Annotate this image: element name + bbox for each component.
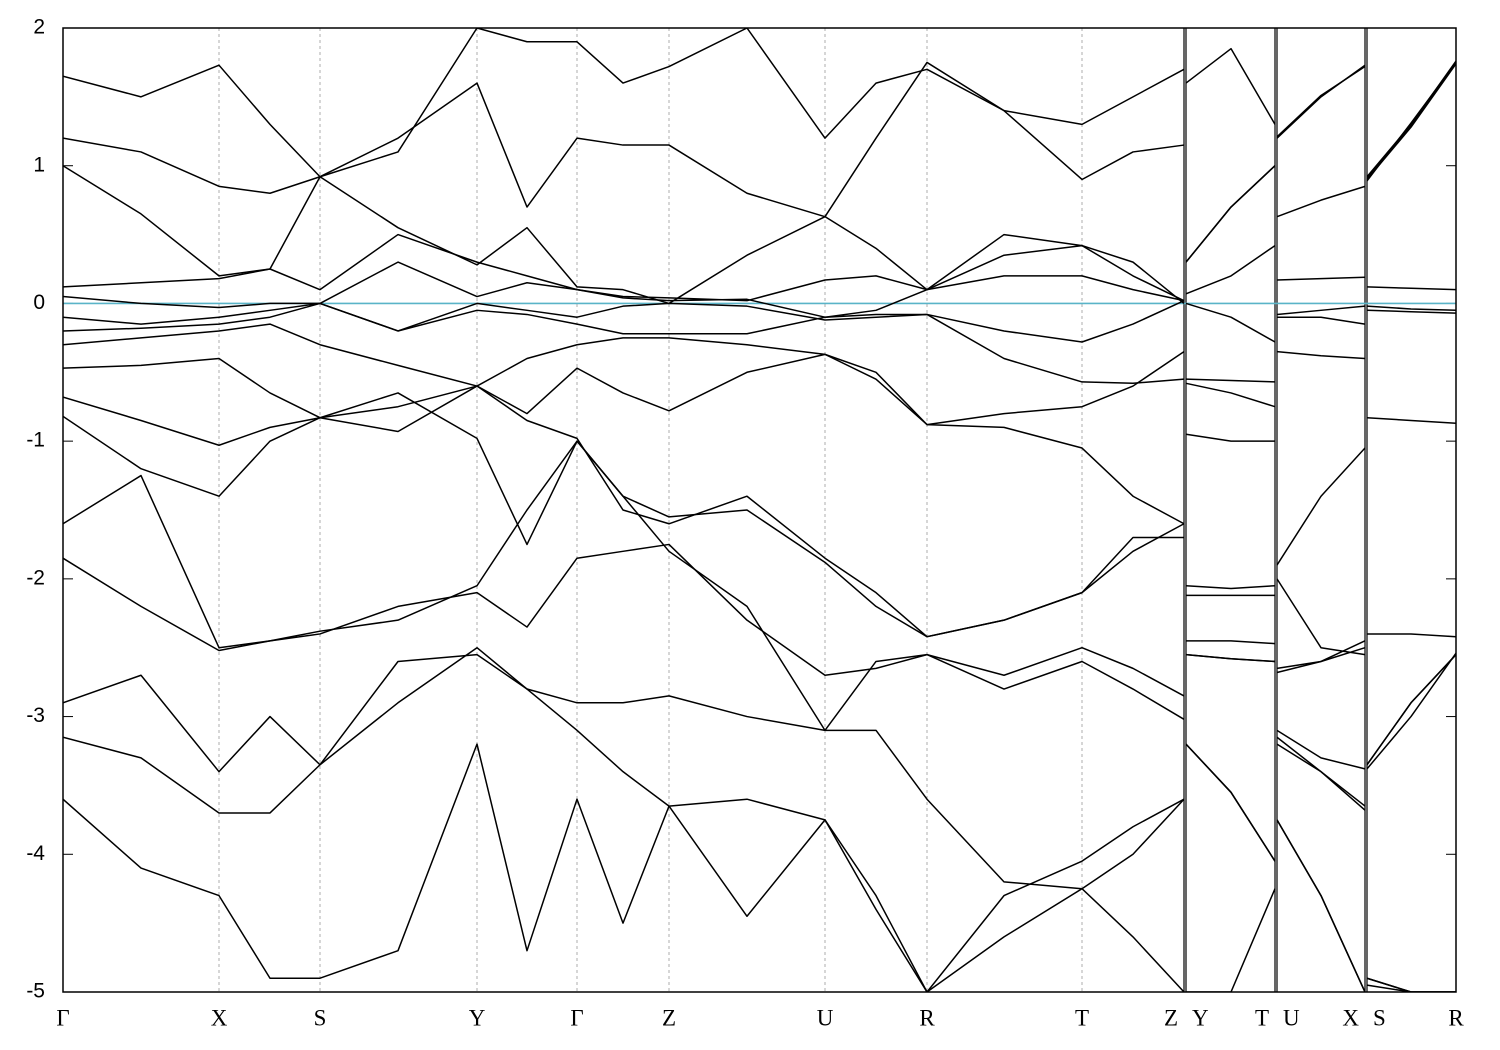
x-tick-label: R [1448, 1005, 1464, 1030]
y-tick-label: -1 [26, 429, 45, 452]
bands [63, 28, 1456, 992]
grid [63, 27, 1456, 993]
x-tick-label: U [1283, 1005, 1300, 1030]
x-tick-label: Γ [56, 1005, 69, 1030]
plot-frame [62, 27, 1457, 993]
x-tick-label: Y [469, 1005, 486, 1030]
band-line [63, 299, 1456, 383]
x-tick-label: R [919, 1005, 935, 1030]
x-tick-label: S [1373, 1005, 1386, 1030]
x-tick-label: X [211, 1005, 228, 1030]
y-tick-label: -5 [26, 980, 45, 1003]
y-tick-label: -2 [26, 566, 45, 589]
band-line [63, 61, 1456, 770]
y-tick-label: 1 [33, 153, 45, 176]
band-line [63, 323, 1456, 638]
x-tick-label: T [1075, 1005, 1089, 1030]
x-tick-label: Z [662, 1005, 676, 1030]
x-tick-label: X [1342, 1005, 1359, 1030]
band-line [63, 392, 1456, 992]
x-tick-label: S [314, 1005, 327, 1030]
band-line [63, 233, 1456, 343]
band-line [63, 385, 1456, 770]
band-line [63, 653, 1456, 992]
band-line [63, 60, 1456, 263]
y-tick-label: -3 [26, 704, 45, 727]
y-tick-label: 0 [33, 291, 45, 314]
y-tick-label: -4 [26, 842, 45, 865]
x-tick-label: Z [1164, 1005, 1178, 1030]
x-tick-label: U [817, 1005, 834, 1030]
band-line [63, 63, 1456, 862]
band-line [63, 351, 1456, 766]
band-line [63, 61, 1456, 305]
y-tick-label: 2 [33, 16, 45, 39]
x-tick-label: Γ [570, 1005, 583, 1030]
x-tick-label: T [1255, 1005, 1269, 1030]
x-tick-label: Y [1192, 1005, 1209, 1030]
band-line [63, 302, 1456, 424]
band-line [63, 646, 1456, 992]
band-line [63, 743, 1456, 992]
band-line [63, 28, 1456, 179]
band-line [63, 233, 1456, 305]
